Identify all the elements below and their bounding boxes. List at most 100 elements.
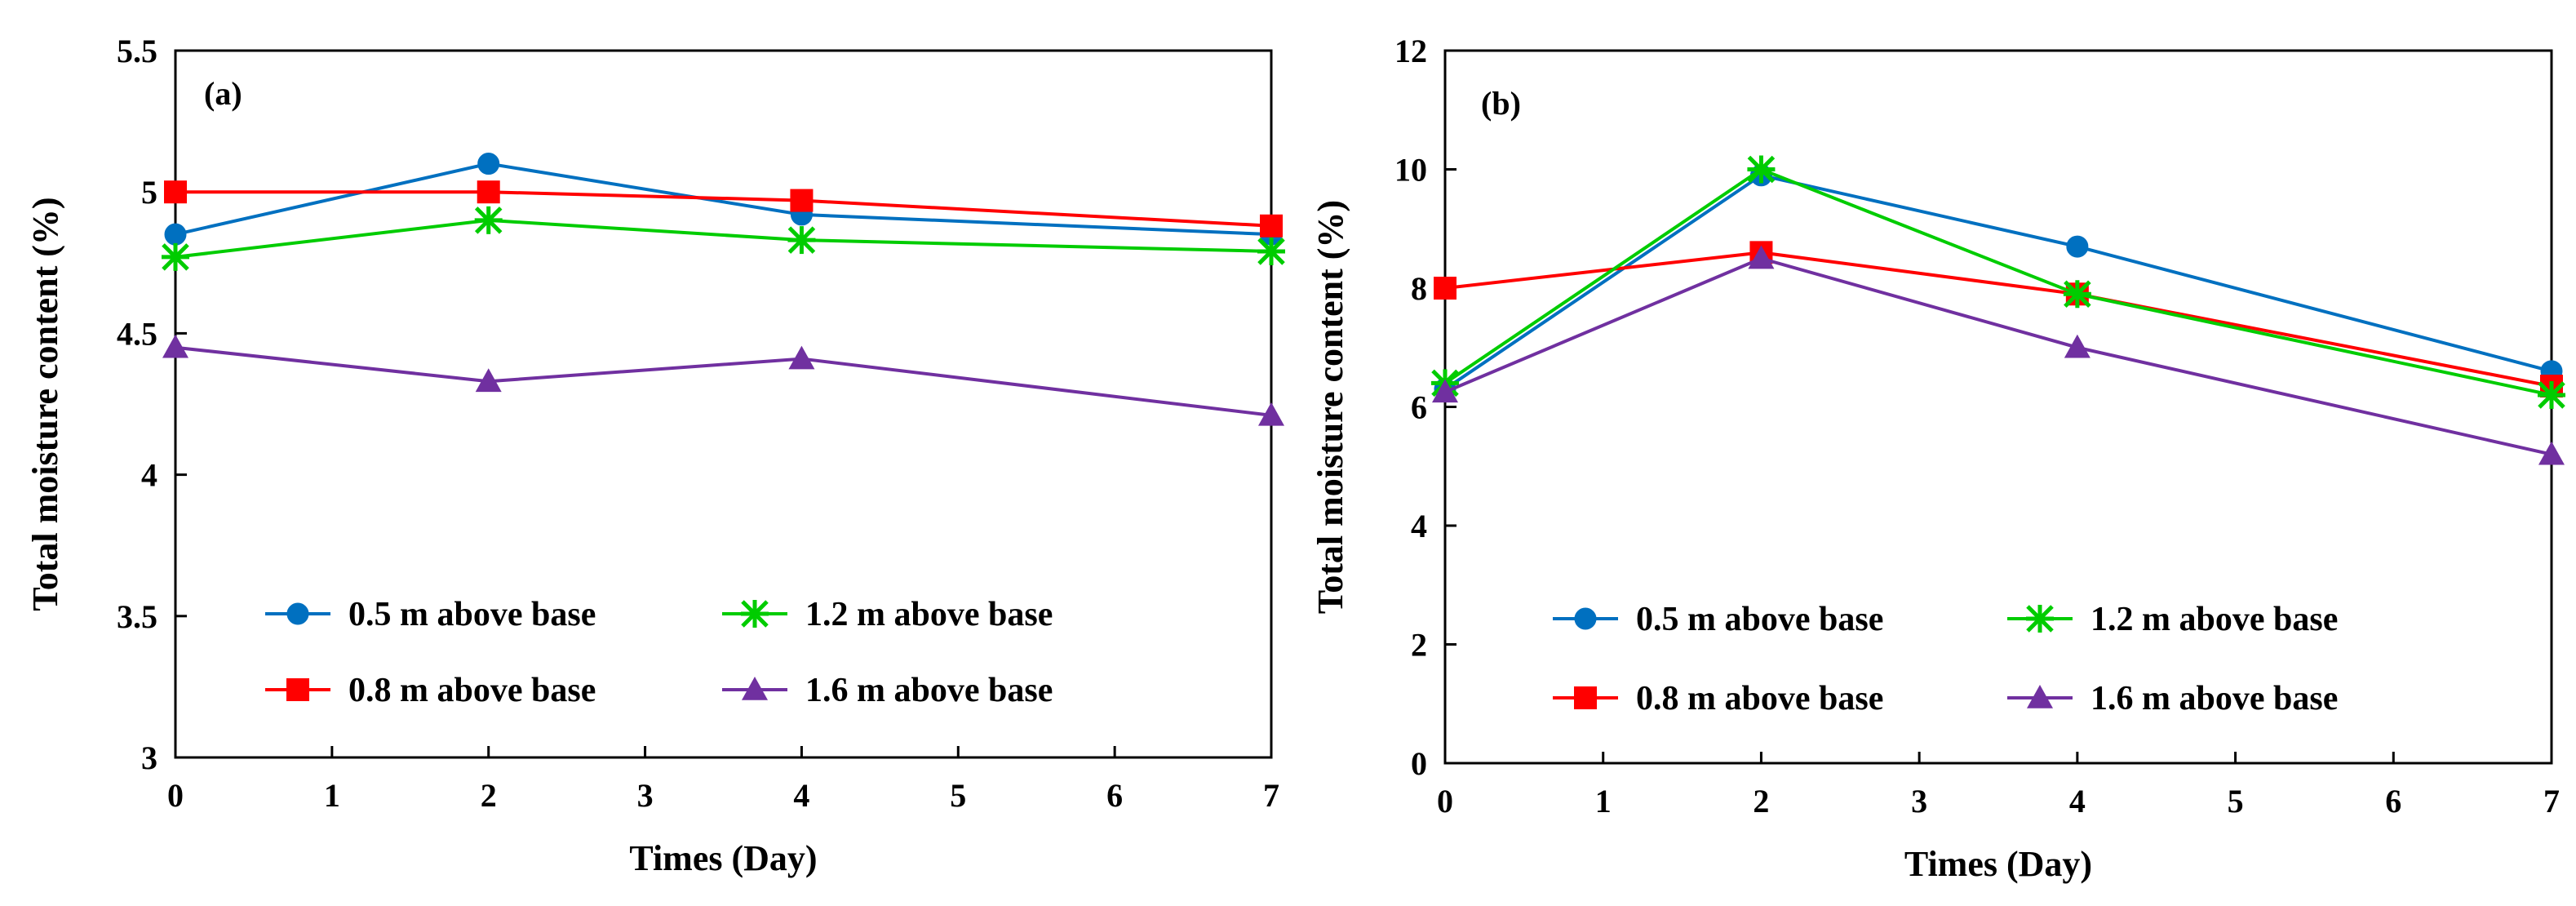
data-point — [475, 368, 502, 393]
data-point — [1748, 245, 1775, 269]
y-tick-label: 4 — [1411, 508, 1427, 544]
x-tick-label: 3 — [637, 777, 654, 814]
x-tick-label: 1 — [1595, 783, 1612, 819]
x-tick-label: 1 — [324, 777, 340, 814]
panel-label: (a) — [204, 75, 242, 112]
chart-panel-a: 0 1 2 3 4 5 6 7 3 3.5 4 4.5 5 5.5 Times (Day) Total moi… — [25, 33, 1285, 878]
y-tick-label: 5.5 — [117, 33, 157, 69]
x-axis-title: Times (Day) — [629, 838, 817, 878]
x-tick-label: 7 — [2543, 783, 2560, 819]
x-tick-label: 6 — [1106, 777, 1123, 814]
legend-marker — [1574, 686, 1597, 709]
y-axis-title: Total moisture content (%) — [1310, 200, 1350, 614]
y-tick-label: 0 — [1411, 745, 1427, 782]
x-tick-label: 3 — [1911, 783, 1927, 819]
x-tick-label: 2 — [481, 777, 497, 814]
legend-marker — [742, 677, 768, 700]
series-3 — [1431, 155, 2565, 409]
data-point — [2538, 441, 2565, 465]
legend-item: 1.6 m above base — [2007, 680, 2338, 717]
series-line — [1444, 251, 2552, 389]
y-axis-title: Total moisture content (%) — [25, 197, 65, 611]
plot-frame — [174, 49, 1273, 759]
y-tick-label: 4 — [141, 457, 157, 494]
series-4 — [162, 334, 1284, 426]
legend-label: 1.2 m above base — [2091, 601, 2338, 638]
data-point — [2063, 280, 2091, 309]
legend-marker — [741, 600, 769, 628]
legend-marker — [2026, 605, 2054, 633]
series-2 — [164, 180, 1283, 238]
x-tick-label: 2 — [1753, 783, 1769, 819]
series-line — [1443, 173, 2552, 391]
data-point — [1258, 402, 1284, 426]
x-tick-label: 5 — [2228, 783, 2244, 819]
legend-label: 0.8 m above base — [1636, 680, 1883, 717]
data-point — [1747, 155, 1776, 184]
series-line — [175, 218, 1272, 259]
series-line — [175, 345, 1272, 417]
data-point — [2066, 235, 2089, 258]
legend: 0.5 m above base 1.2 m above base 0.8 m ab… — [1553, 601, 2338, 717]
data-point — [162, 242, 189, 271]
legend-marker — [286, 678, 309, 701]
data-point — [164, 223, 187, 246]
data-point — [1432, 379, 1458, 403]
legend-marker — [1574, 607, 1597, 630]
panel-label: (b) — [1481, 85, 1521, 122]
y-tick-label: 2 — [1411, 627, 1427, 664]
x-tick-label: 5 — [950, 777, 966, 814]
legend-marker — [2027, 685, 2053, 708]
x-tick-label: 7 — [1263, 777, 1279, 814]
y-tick-label: 3 — [141, 739, 157, 776]
legend-label: 1.6 m above base — [805, 672, 1053, 709]
data-point — [162, 334, 188, 358]
x-tick-label: 6 — [2385, 783, 2401, 819]
series-4 — [1432, 245, 2565, 465]
data-point — [1257, 237, 1285, 265]
legend-label: 1.2 m above base — [805, 596, 1053, 633]
data-point — [1260, 214, 1283, 238]
data-point — [787, 226, 816, 255]
data-point — [1434, 277, 1456, 300]
data-point — [164, 180, 187, 204]
legend-item: 1.6 m above base — [722, 672, 1053, 709]
y-tick-label: 3.5 — [117, 598, 157, 635]
data-point — [2064, 334, 2091, 358]
legend-label: 0.8 m above base — [348, 672, 596, 709]
data-point — [477, 180, 500, 204]
y-tick-label: 12 — [1394, 33, 1427, 69]
legend-label: 1.6 m above base — [2091, 680, 2338, 717]
legend-item: 0.5 m above base — [265, 596, 596, 633]
legend-item: 0.8 m above base — [265, 672, 596, 709]
x-tick-label: 4 — [2069, 783, 2086, 819]
legend-item: 0.5 m above base — [1553, 601, 1883, 638]
series-line — [175, 190, 1272, 228]
data-point — [477, 153, 500, 175]
legend-item: 1.2 m above base — [722, 596, 1053, 633]
y-tick-label: 10 — [1394, 152, 1427, 189]
data-point — [2538, 380, 2565, 409]
series-line — [1443, 167, 2552, 397]
plot-frame — [1443, 49, 2553, 765]
y-tick-label: 4.5 — [117, 315, 157, 352]
legend-label: 0.5 m above base — [1636, 601, 1883, 638]
legend-marker — [286, 602, 309, 625]
x-tick-label: 0 — [167, 777, 184, 814]
legend-item: 0.8 m above base — [1553, 680, 1883, 717]
x-axis-title: Times (Day) — [1904, 844, 2092, 884]
series-line — [175, 162, 1272, 237]
legend-label: 0.5 m above base — [348, 596, 596, 633]
x-tick-label: 4 — [793, 777, 809, 814]
series-line — [1444, 256, 2552, 456]
data-point — [790, 189, 814, 212]
legend: 0.5 m above base 1.2 m above base 0.8 m ab… — [265, 596, 1053, 709]
y-tick-label: 5 — [141, 174, 157, 211]
series-3 — [162, 206, 1285, 271]
x-tick-label: 0 — [1437, 783, 1453, 819]
legend-item: 1.2 m above base — [2007, 601, 2338, 638]
y-tick-label: 8 — [1411, 270, 1427, 307]
y-tick-label: 6 — [1411, 389, 1427, 426]
